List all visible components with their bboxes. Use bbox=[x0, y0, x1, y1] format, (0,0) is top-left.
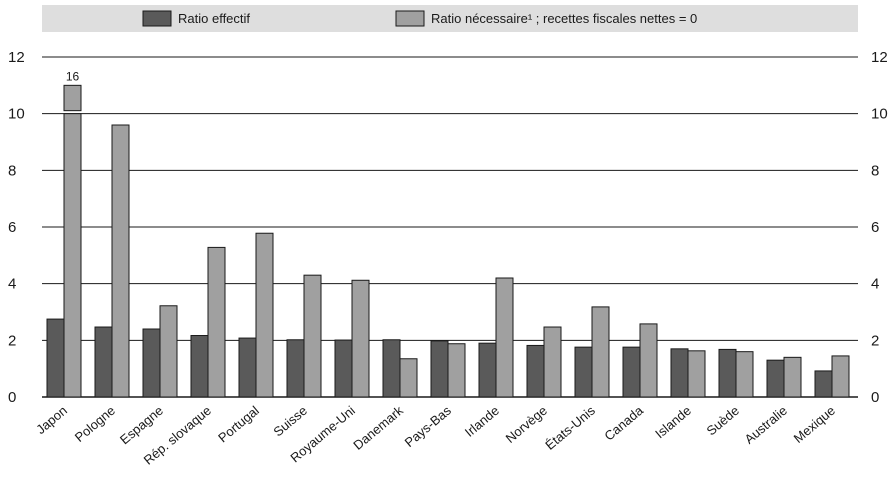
bar-espagne-s1 bbox=[142, 328, 161, 398]
x-category-label: Canada bbox=[601, 402, 646, 443]
bar-irlande-s1 bbox=[478, 342, 497, 398]
bar-royaume-uni-s1 bbox=[334, 339, 353, 398]
y-tick-right-4: 4 bbox=[871, 276, 879, 293]
bar-états-unis-s1 bbox=[574, 346, 593, 398]
bar-royaume-uni-s2 bbox=[351, 279, 370, 398]
bar-suisse-s1 bbox=[286, 339, 305, 398]
y-tick-right-6: 6 bbox=[871, 219, 879, 236]
bar-danemark-s2 bbox=[399, 358, 418, 398]
y-tick-left-4: 4 bbox=[8, 276, 16, 293]
bar-portugal-s2 bbox=[255, 232, 274, 398]
bar-suède-s2 bbox=[735, 351, 754, 398]
bar-mexique-s1 bbox=[814, 370, 833, 398]
data-label-japon: 16 bbox=[66, 69, 80, 83]
bar-rép-slovaque-s1 bbox=[190, 335, 209, 398]
bars: 16 bbox=[46, 69, 850, 398]
y-axis-left: 0 2 4 6 8 10 12 bbox=[8, 49, 25, 406]
bar-japon-s2-break-segment bbox=[63, 84, 82, 112]
x-category-label: Mexique bbox=[791, 403, 838, 446]
x-category-label: Japon bbox=[33, 403, 70, 437]
bar-portugal-s1 bbox=[238, 337, 257, 398]
gridlines bbox=[42, 56, 858, 398]
bar-suède-s1 bbox=[718, 348, 737, 398]
x-category-label: Pays-Bas bbox=[402, 402, 455, 450]
legend-label-1: Ratio effectif bbox=[178, 11, 250, 26]
y-axis-right: 0 2 4 6 8 10 12 bbox=[871, 49, 888, 406]
legend-swatch-2 bbox=[395, 10, 425, 27]
bar-australie-s2 bbox=[783, 356, 802, 398]
bar-canada-s1 bbox=[622, 346, 641, 398]
bar-japon-s1 bbox=[46, 318, 65, 398]
legend-label-2: Ratio nécessaire¹ ; recettes fiscales ne… bbox=[431, 11, 697, 26]
bar-islande-s1 bbox=[670, 348, 689, 398]
y-tick-left-10: 10 bbox=[8, 106, 25, 123]
bar-canada-s2 bbox=[639, 323, 658, 398]
y-tick-right-0: 0 bbox=[871, 389, 879, 406]
bar-australie-s1 bbox=[766, 359, 785, 398]
y-tick-right-8: 8 bbox=[871, 162, 879, 179]
bar-irlande-s2 bbox=[495, 277, 514, 398]
bar-pays-bas-s1 bbox=[430, 340, 449, 398]
y-tick-right-10: 10 bbox=[871, 106, 888, 123]
x-category-label: Suisse bbox=[270, 403, 310, 440]
x-category-label: Danemark bbox=[350, 402, 406, 452]
bar-norvège-s2 bbox=[543, 326, 562, 398]
y-tick-left-12: 12 bbox=[8, 49, 25, 66]
y-tick-left-2: 2 bbox=[8, 332, 16, 349]
bar-pologne-s2 bbox=[111, 124, 130, 398]
bar-espagne-s2 bbox=[159, 305, 178, 398]
y-tick-left-8: 8 bbox=[8, 162, 16, 179]
y-tick-left-6: 6 bbox=[8, 219, 16, 236]
legend: Ratio effectif Ratio nécessaire¹ ; recett… bbox=[42, 5, 858, 32]
x-category-label: États-Unis bbox=[542, 402, 598, 452]
bar-islande-s2 bbox=[687, 350, 706, 398]
x-category-label: Suède bbox=[703, 403, 741, 439]
y-tick-right-12: 12 bbox=[871, 49, 888, 66]
y-tick-left-0: 0 bbox=[8, 389, 16, 406]
x-category-label: Norvège bbox=[503, 403, 550, 446]
bar-danemark-s1 bbox=[382, 339, 401, 398]
x-category-label: Irlande bbox=[462, 403, 502, 440]
bar-norvège-s1 bbox=[526, 344, 545, 398]
bar-mexique-s2 bbox=[831, 355, 850, 398]
legend-background bbox=[42, 5, 858, 32]
x-category-label: Pologne bbox=[72, 403, 118, 445]
bar-rép-slovaque-s2 bbox=[207, 246, 226, 398]
bar-japon-s2 bbox=[63, 113, 82, 398]
bar-pays-bas-s2 bbox=[447, 343, 466, 398]
y-tick-right-2: 2 bbox=[871, 332, 879, 349]
x-category-label: Australie bbox=[742, 403, 790, 447]
bar-états-unis-s2 bbox=[591, 306, 610, 398]
bar-pologne-s1 bbox=[94, 326, 113, 398]
x-category-label: Islande bbox=[652, 403, 694, 441]
bar-suisse-s2 bbox=[303, 274, 322, 398]
x-category-label: Portugal bbox=[215, 403, 262, 446]
legend-swatch-1 bbox=[142, 10, 172, 27]
